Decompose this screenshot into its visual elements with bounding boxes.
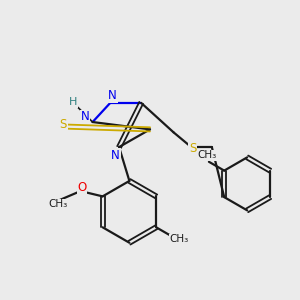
Text: H: H (69, 97, 78, 107)
Text: O: O (77, 181, 87, 194)
Text: N: N (108, 89, 117, 102)
Text: N: N (111, 149, 120, 162)
Text: S: S (189, 142, 196, 155)
Text: CH₃: CH₃ (197, 150, 216, 160)
Text: N: N (81, 110, 90, 123)
Text: CH₃: CH₃ (169, 234, 189, 244)
Text: CH₃: CH₃ (48, 199, 67, 209)
Text: S: S (59, 118, 67, 130)
